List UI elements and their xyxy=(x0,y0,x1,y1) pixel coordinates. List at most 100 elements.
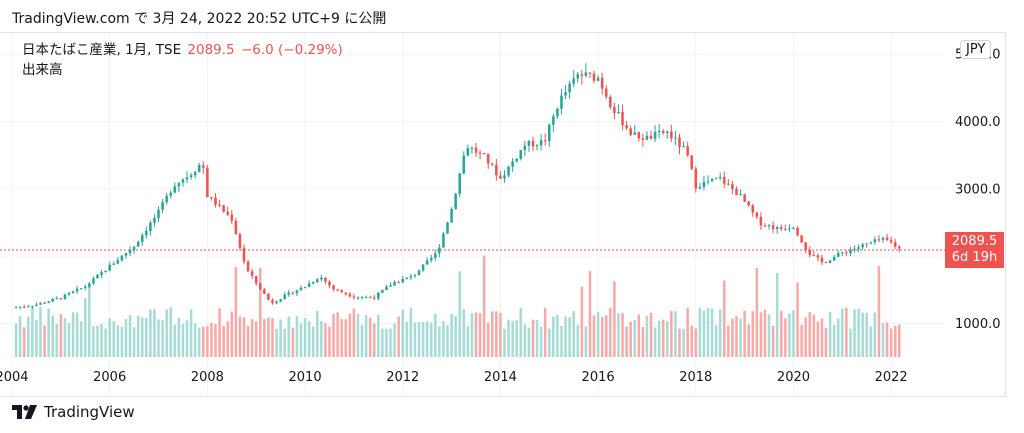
candle-body xyxy=(381,289,384,293)
volume-bar xyxy=(75,312,79,357)
y-tick-label: 3000.0 xyxy=(955,182,1001,197)
volume-bar xyxy=(328,326,331,357)
volume-bar xyxy=(31,307,34,357)
volume-bar xyxy=(633,319,636,357)
volume-bar xyxy=(454,316,457,357)
candle-body xyxy=(254,275,258,284)
candle-body xyxy=(702,181,706,188)
x-axis-labels: 2004 2006 2008 2010 2012 2014 2016 2018 2020 2022 xyxy=(0,370,908,385)
candle-body xyxy=(523,145,527,150)
candle-body xyxy=(645,135,649,140)
candle-body xyxy=(67,292,71,295)
candle-body xyxy=(177,182,181,187)
candle-body xyxy=(800,235,803,243)
volume-bar xyxy=(405,321,409,357)
candle-body xyxy=(434,253,437,258)
candle-body xyxy=(140,235,144,242)
candle-body xyxy=(714,178,718,180)
volume-bar xyxy=(865,312,868,357)
volume-bar xyxy=(397,316,400,357)
volume-bar xyxy=(27,316,30,357)
volume-bar xyxy=(629,321,632,357)
volume-bar xyxy=(600,317,604,357)
symbol-label[interactable]: 日本たばこ産業, 1月, TSE xyxy=(22,42,182,58)
footer-brand[interactable]: TradingView xyxy=(12,403,135,421)
volume-bar xyxy=(222,326,225,357)
volume-bar xyxy=(625,326,628,357)
candle-body xyxy=(202,165,205,168)
volume-bar xyxy=(218,308,221,357)
volume-bar xyxy=(869,326,873,357)
volume-bar xyxy=(690,325,693,357)
volume-bar xyxy=(824,327,828,357)
candle-body xyxy=(242,247,246,262)
candle-body xyxy=(100,272,103,275)
volume-bar xyxy=(332,313,335,357)
candle-body xyxy=(548,124,551,142)
candle-body xyxy=(425,260,429,265)
volume-bar xyxy=(320,321,323,357)
candle-body xyxy=(556,108,559,117)
candle-body xyxy=(771,225,775,230)
volume-label[interactable]: 出来高 xyxy=(22,62,63,78)
candle-body xyxy=(861,244,864,248)
volume-bar xyxy=(442,321,445,357)
legend: 日本たばこ産業, 1月, TSE 2089.5 −6.0 (−0.29%) 出来… xyxy=(22,40,345,80)
volume-bar xyxy=(421,322,425,357)
volume-bar xyxy=(470,313,474,357)
volume-bar xyxy=(560,326,563,357)
currency-badge[interactable]: JPY xyxy=(960,40,992,59)
candle-body xyxy=(808,250,812,256)
candle-body xyxy=(849,249,852,253)
candle-body xyxy=(560,95,563,109)
candle-body xyxy=(275,301,278,304)
candle-body xyxy=(246,261,250,272)
volume-bar xyxy=(275,328,278,357)
candle-body xyxy=(344,292,348,295)
candle-body xyxy=(857,247,860,249)
volume-bar xyxy=(832,325,836,357)
candle-body xyxy=(405,277,409,279)
candle-body xyxy=(458,173,461,194)
volume-bar xyxy=(434,313,437,357)
candle-body xyxy=(157,209,160,218)
candle-body xyxy=(446,222,449,234)
candle-body xyxy=(661,130,665,134)
volume-bar xyxy=(548,328,551,357)
volume-bar xyxy=(368,317,372,357)
candle-body xyxy=(39,302,42,305)
volume-bar xyxy=(584,326,588,357)
candle-body xyxy=(352,296,356,298)
volume-bar xyxy=(132,327,136,357)
candle-body xyxy=(79,288,83,290)
candle-body xyxy=(592,73,596,81)
volume-bar xyxy=(169,307,172,357)
candle-body xyxy=(27,306,30,308)
candle-body xyxy=(796,227,799,236)
volume-bar xyxy=(446,325,449,357)
candle-body xyxy=(112,263,116,265)
volume-bar xyxy=(775,272,779,357)
volume-bar xyxy=(718,309,722,357)
candle-body xyxy=(482,152,486,155)
volume-bar xyxy=(417,322,421,357)
volume-bar xyxy=(108,318,111,357)
volume-bar xyxy=(613,281,616,357)
candle-body xyxy=(613,107,616,113)
candle-body xyxy=(401,278,404,283)
candle-body xyxy=(185,177,189,180)
candle-body xyxy=(75,288,79,292)
x-tick-label: 2006 xyxy=(93,370,126,385)
candle-body xyxy=(507,166,510,176)
candle-body xyxy=(279,299,282,302)
candle-body xyxy=(792,227,795,229)
volume-bar xyxy=(841,308,844,357)
candle-body xyxy=(596,77,600,81)
candle-body xyxy=(250,271,254,276)
volume-bar xyxy=(828,312,832,357)
candle-body xyxy=(165,195,168,203)
candle-body xyxy=(535,145,539,147)
volume-bar xyxy=(552,316,555,357)
chart-pane[interactable] xyxy=(0,32,1006,397)
